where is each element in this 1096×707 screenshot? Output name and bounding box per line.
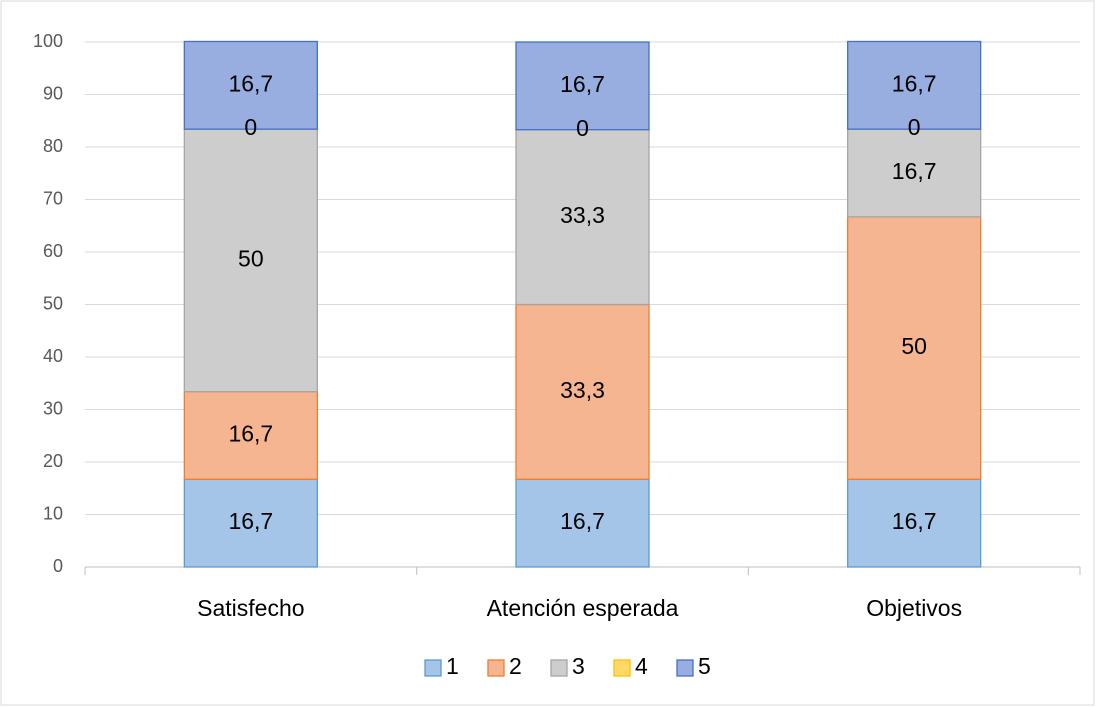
data-label: 0 [908, 114, 921, 140]
data-label: 50 [238, 245, 264, 271]
bar-segment [847, 478, 982, 568]
data-label: 0 [244, 114, 257, 140]
data-label: 50 [901, 333, 927, 359]
bar-segment [847, 40, 982, 130]
y-tick-label: 80 [43, 136, 63, 156]
data-label: 16,7 [892, 70, 937, 96]
legend-label: 1 [446, 653, 459, 679]
y-tick-label: 70 [43, 188, 63, 208]
legend-label: 2 [509, 653, 522, 679]
y-tick-label: 60 [43, 241, 63, 261]
bar-segment [183, 128, 318, 393]
y-tick-label: 40 [43, 346, 63, 366]
data-label: 16,7 [560, 508, 605, 534]
bar-segment [515, 41, 650, 131]
data-label: 16,7 [892, 508, 937, 534]
x-tick-label: Atención esperada [487, 595, 679, 621]
y-tick-label: 90 [43, 83, 63, 103]
legend-label: 3 [572, 653, 585, 679]
legend-swatch [613, 659, 631, 677]
data-label: 0 [576, 115, 589, 141]
legend-swatch [487, 659, 505, 677]
bar-segment [183, 40, 318, 130]
data-label: 16,7 [228, 70, 273, 96]
bar-segment [847, 128, 982, 218]
bar-segment [847, 216, 982, 480]
legend-label: 4 [635, 653, 648, 679]
legend-swatch [424, 659, 442, 677]
data-label: 16,7 [892, 158, 937, 184]
data-label: 16,7 [228, 421, 273, 447]
bar-segment [515, 478, 650, 568]
data-label: 16,7 [560, 71, 605, 97]
y-tick-label: 30 [43, 398, 63, 418]
legend-swatch [550, 659, 568, 677]
y-tick-label: 0 [53, 556, 63, 576]
bar-segment [183, 390, 318, 480]
y-tick-label: 50 [43, 293, 63, 313]
bar-segment [515, 129, 650, 306]
x-tick-label: Objetivos [866, 595, 962, 621]
y-tick-label: 100 [33, 31, 63, 51]
bar-segment [183, 478, 318, 568]
data-label: 33,3 [560, 202, 605, 228]
y-tick-label: 10 [43, 503, 63, 523]
legend-label: 5 [698, 653, 711, 679]
x-tick-label: Satisfecho [197, 595, 304, 621]
data-label: 33,3 [560, 377, 605, 403]
legend-swatch [676, 659, 694, 677]
y-tick-label: 20 [43, 451, 63, 471]
data-label: 16,7 [228, 508, 273, 534]
